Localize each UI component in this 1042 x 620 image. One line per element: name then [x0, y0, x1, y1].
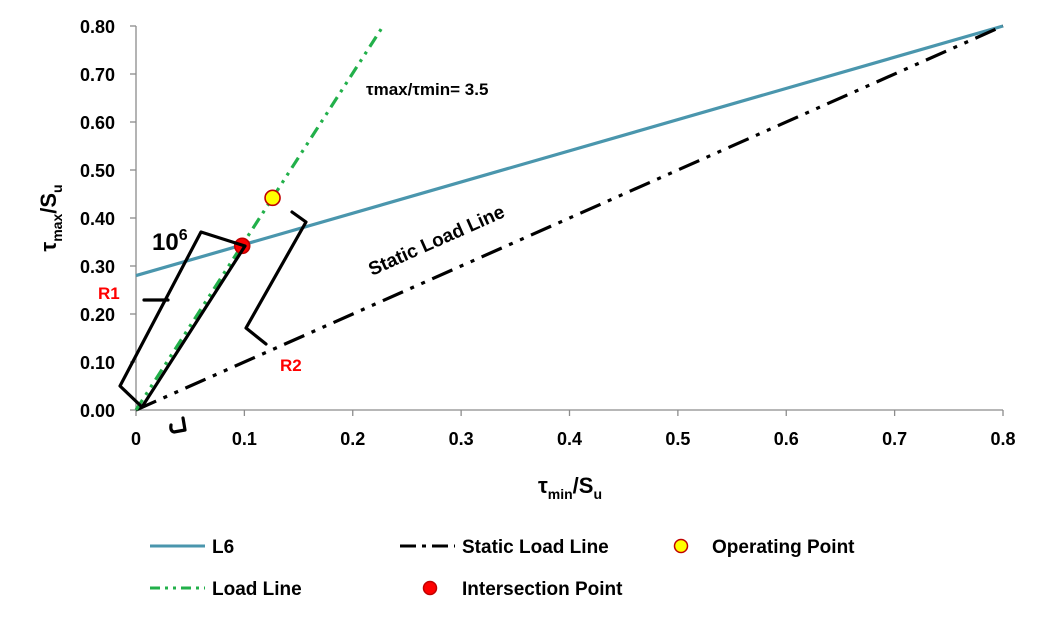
- r2-bracket: [244, 210, 308, 346]
- x-axis-title: τmin/Su: [538, 473, 602, 502]
- y-tick-label: 0.00: [80, 401, 115, 421]
- legend-swatch-operating: [673, 538, 689, 554]
- series-layer: [134, 24, 1004, 412]
- series-line-static-load-line: [135, 24, 1004, 412]
- legend: L6 Static Load Line Operating Point Load…: [150, 537, 855, 600]
- x-tick-label: 0: [131, 429, 141, 449]
- x-tick-label: 0.8: [990, 429, 1015, 449]
- x-tick-label: 0.7: [882, 429, 907, 449]
- y-tick-label: 0.40: [80, 209, 115, 229]
- y-tick-label: 0.10: [80, 353, 115, 373]
- legend-swatch-intersection: [422, 580, 438, 596]
- y-tick-label: 0.20: [80, 305, 115, 325]
- x-tick-label: 0.6: [774, 429, 799, 449]
- legend-label-intersection: Intersection Point: [462, 579, 623, 600]
- x-tick-label: 0.2: [340, 429, 365, 449]
- y-tick-label: 0.30: [80, 257, 115, 277]
- life-label: 106: [152, 227, 188, 256]
- y-tick-label: 0.50: [80, 161, 115, 181]
- x-tick-label: 0.4: [557, 429, 582, 449]
- y-tick-label: 0.60: [80, 113, 115, 133]
- ratio-annotation: τmax/τmin= 3.5: [366, 80, 488, 99]
- x-tick-label: 0.1: [232, 429, 257, 449]
- y-tick-label: 0.70: [80, 65, 115, 85]
- r2-label: R2: [280, 356, 302, 375]
- series-line-l6: [135, 24, 1004, 278]
- legend-label-load: Load Line: [212, 579, 302, 600]
- y-axis-title: τmax/Su: [36, 184, 65, 251]
- x-tick-label: 0.3: [449, 429, 474, 449]
- r1-label: R1: [98, 284, 120, 303]
- legend-label-l6: L6: [212, 537, 234, 558]
- marker-operating-point: [264, 189, 281, 207]
- x-tick-label: 0.5: [665, 429, 690, 449]
- series-line-load-line: [134, 25, 385, 411]
- axis-ticks: 0 0.1 0.2 0.3 0.4 0.5 0.6 0.7 0.8 0.00 0.10 0.20 0.3…: [80, 17, 1016, 449]
- static-load-line-label: Static Load Line: [365, 202, 508, 281]
- life-brace: [118, 230, 247, 409]
- r2-brace: [169, 416, 187, 434]
- y-tick-label: 0.80: [80, 17, 115, 37]
- legend-label-operating: Operating Point: [712, 537, 855, 558]
- brace-annotations: [118, 210, 308, 434]
- legend-label-static: Static Load Line: [462, 537, 609, 558]
